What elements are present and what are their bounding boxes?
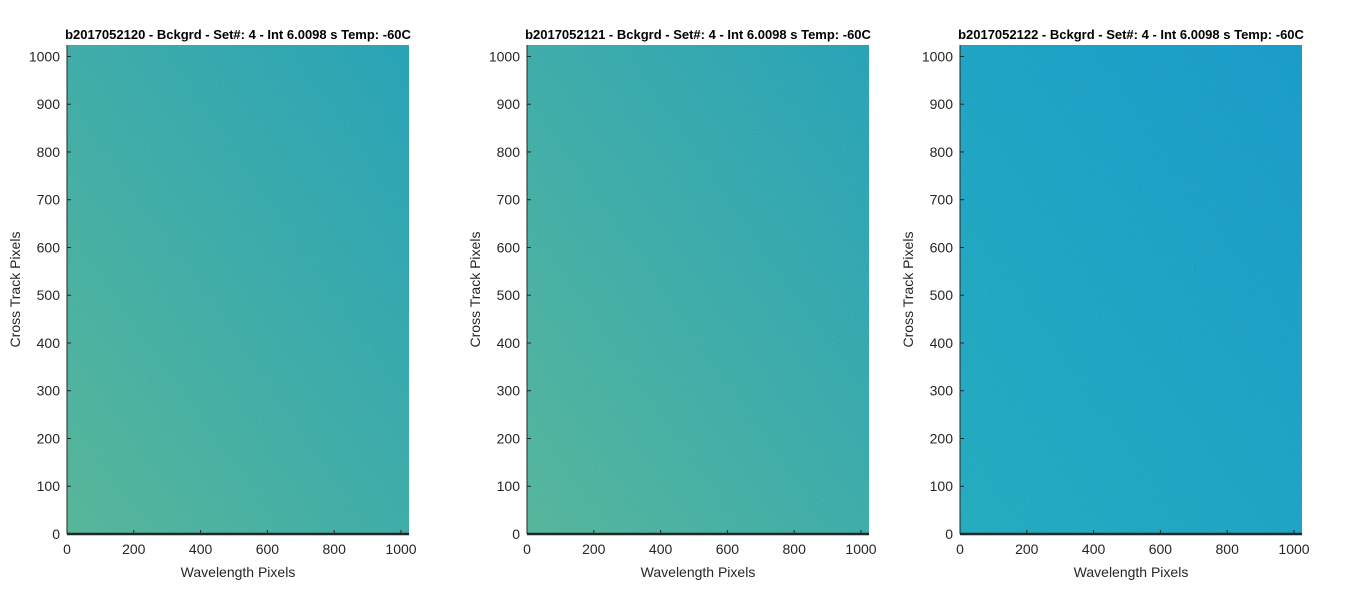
y-tick-label: 400: [37, 335, 61, 351]
x-tick-label: 800: [783, 541, 807, 557]
x-axis-title: Wavelength Pixels: [641, 564, 756, 580]
y-tick-label: 600: [930, 239, 954, 255]
y-tick-label: 900: [37, 96, 61, 112]
y-tick-label: 800: [37, 144, 61, 160]
y-tick-label: 500: [930, 287, 954, 303]
x-tick-label: 600: [716, 541, 740, 557]
x-axis-title: Wavelength Pixels: [181, 564, 296, 580]
y-tick-label: 800: [930, 144, 954, 160]
y-tick-label: 500: [37, 287, 61, 303]
x-tick-label: 600: [1149, 541, 1173, 557]
x-tick-label: 200: [582, 541, 606, 557]
y-axis-title: Cross Track Pixels: [467, 232, 483, 348]
x-tick-label: 600: [256, 541, 280, 557]
y-tick-label: 700: [930, 192, 954, 208]
y-tick-label: 200: [37, 430, 61, 446]
x-tick-label: 1000: [1278, 541, 1309, 557]
y-tick-label: 400: [497, 335, 521, 351]
plot-title: b2017052121 - Bckgrd - Set#: 4 - Int 6.0…: [525, 27, 871, 42]
y-tick-label: 0: [512, 526, 520, 542]
heatmap-noise-texture: [960, 45, 1302, 534]
y-tick-label: 300: [497, 383, 521, 399]
y-tick-label: 600: [37, 239, 61, 255]
x-tick-label: 200: [122, 541, 146, 557]
heatmap-panel-1: 0 200 400 600 800 1000 0 100 200 300 400 500 600 700 8…: [7, 27, 417, 580]
y-axis-title: Cross Track Pixels: [900, 232, 916, 348]
x-tick-label: 1000: [385, 541, 416, 557]
y-tick-label: 900: [497, 96, 521, 112]
y-tick-label: 400: [930, 335, 954, 351]
y-tick-label: 0: [945, 526, 953, 542]
x-tick-label: 400: [649, 541, 673, 557]
x-tick-label: 800: [1216, 541, 1240, 557]
x-tick-label: 0: [956, 541, 964, 557]
y-tick-label: 900: [930, 96, 954, 112]
x-axis-title: Wavelength Pixels: [1074, 564, 1189, 580]
y-tick-label: 300: [37, 383, 61, 399]
y-tick-label: 800: [497, 144, 521, 160]
x-tick-label: 800: [323, 541, 347, 557]
x-tick-label: 200: [1015, 541, 1039, 557]
plot-title: b2017052122 - Bckgrd - Set#: 4 - Int 6.0…: [958, 27, 1304, 42]
heatmap-noise-texture: [527, 45, 869, 534]
y-tick-label: 300: [930, 383, 954, 399]
y-tick-label: 500: [497, 287, 521, 303]
y-tick-label: 1000: [489, 48, 520, 64]
y-tick-label: 100: [930, 478, 954, 494]
y-tick-label: 700: [37, 192, 61, 208]
y-tick-label: 700: [497, 192, 521, 208]
y-tick-label: 1000: [29, 48, 60, 64]
heatmap-panel-3: 0 200 400 600 800 1000 0 100 200 300 400 500 600 700 8…: [900, 27, 1310, 580]
heatmap-panel-2: 0 200 400 600 800 1000 0 100 200 300 400 500 600 700 8…: [467, 27, 877, 580]
y-tick-label: 1000: [922, 48, 953, 64]
y-tick-label: 100: [497, 478, 521, 494]
heatmap-noise-texture: [67, 45, 409, 534]
x-tick-label: 0: [523, 541, 531, 557]
y-tick-label: 600: [497, 239, 521, 255]
plot-title: b2017052120 - Bckgrd - Set#: 4 - Int 6.0…: [65, 27, 411, 42]
y-tick-label: 200: [930, 430, 954, 446]
y-axis-title: Cross Track Pixels: [7, 232, 23, 348]
x-tick-label: 400: [1082, 541, 1106, 557]
y-tick-label: 0: [52, 526, 60, 542]
y-tick-label: 200: [497, 430, 521, 446]
x-tick-label: 1000: [845, 541, 876, 557]
x-tick-label: 400: [189, 541, 213, 557]
y-tick-label: 100: [37, 478, 61, 494]
x-tick-label: 0: [63, 541, 71, 557]
